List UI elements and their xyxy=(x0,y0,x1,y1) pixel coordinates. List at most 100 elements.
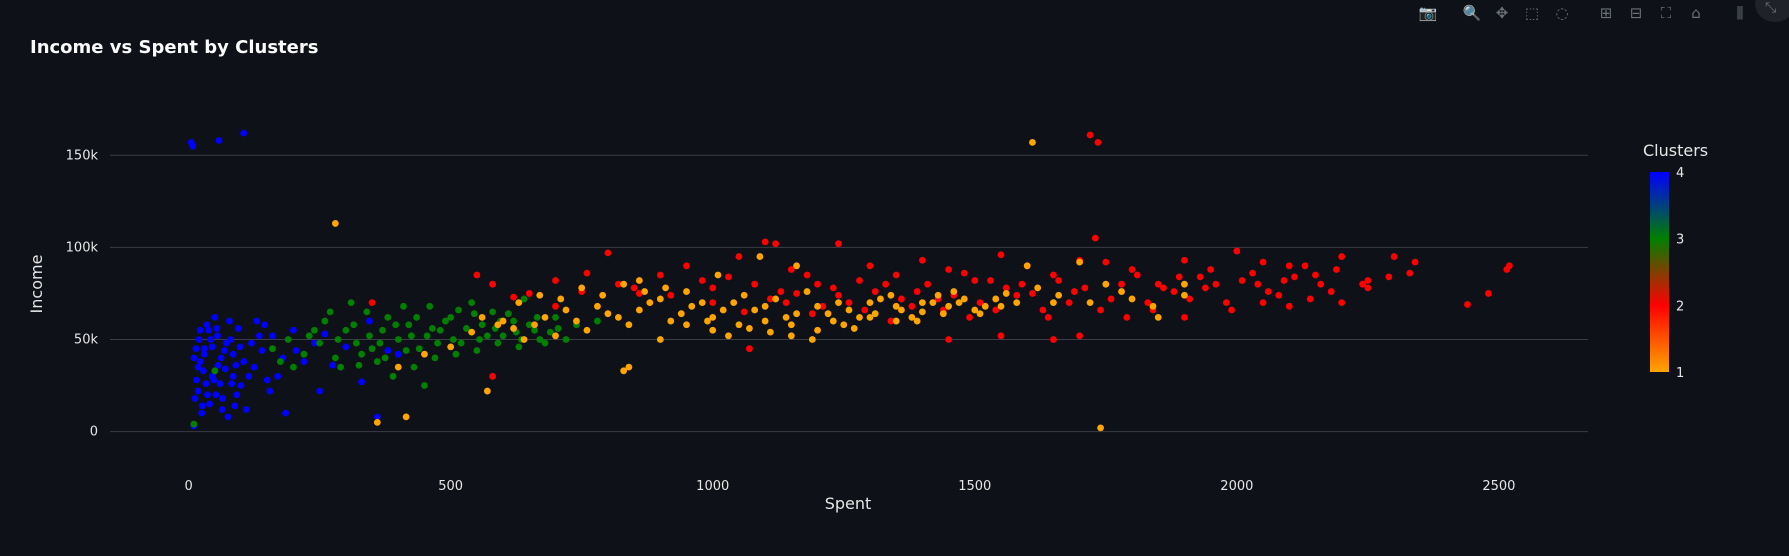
scatter-point[interactable] xyxy=(960,295,968,303)
scatter-point[interactable] xyxy=(194,363,202,371)
scatter-point[interactable] xyxy=(366,317,373,325)
scatter-point[interactable] xyxy=(366,332,373,340)
scatter-point[interactable] xyxy=(583,269,591,277)
scatter-point[interactable] xyxy=(599,291,607,299)
scatter-point[interactable] xyxy=(929,299,937,307)
scatter-point[interactable] xyxy=(1259,299,1267,307)
scatter-point[interactable] xyxy=(620,280,628,288)
scatter-point[interactable] xyxy=(206,400,213,408)
scatter-point[interactable] xyxy=(250,363,258,371)
scatter-point[interactable] xyxy=(1181,291,1188,299)
scatter-point[interactable] xyxy=(266,387,274,395)
scatter-point[interactable] xyxy=(1039,306,1047,314)
scatter-point[interactable] xyxy=(200,345,208,353)
scatter-point[interactable] xyxy=(1050,336,1057,343)
scatter-point[interactable] xyxy=(196,326,204,334)
scatter-point[interactable] xyxy=(204,391,211,399)
scatter-point[interactable] xyxy=(202,380,210,388)
scatter-point[interactable] xyxy=(334,336,342,343)
scatter-point[interactable] xyxy=(221,365,229,373)
scatter-point[interactable] xyxy=(394,336,402,343)
scatter-point[interactable] xyxy=(255,332,263,340)
scatter-point[interactable] xyxy=(261,321,269,329)
scatter-point[interactable] xyxy=(620,367,628,375)
scatter-point[interactable] xyxy=(1154,313,1162,321)
scatter-point[interactable] xyxy=(1123,313,1131,321)
scatter-point[interactable] xyxy=(191,395,199,402)
scatter-point[interactable] xyxy=(552,277,559,284)
scatter-point[interactable] xyxy=(1359,280,1367,288)
scatter-point[interactable] xyxy=(772,240,780,248)
scatter-point[interactable] xyxy=(1212,280,1220,288)
scatter-point[interactable] xyxy=(552,332,559,340)
scatter-point[interactable] xyxy=(373,413,381,421)
scatter-point[interactable] xyxy=(787,332,795,340)
scatter-point[interactable] xyxy=(667,317,675,325)
scatter-point[interactable] xyxy=(740,308,748,316)
scatter-point[interactable] xyxy=(746,345,753,353)
scatter-point[interactable] xyxy=(219,395,227,402)
fullscreen-icon[interactable]: ⤡ xyxy=(1755,0,1789,22)
scatter-point[interactable] xyxy=(945,336,952,343)
scatter-point[interactable] xyxy=(656,336,664,343)
scatter-point[interactable] xyxy=(987,277,994,284)
scatter-point[interactable] xyxy=(871,288,879,295)
scatter-point[interactable] xyxy=(1201,284,1209,292)
scatter-point[interactable] xyxy=(305,332,313,340)
scatter-point[interactable] xyxy=(819,302,827,310)
scatter-point[interactable] xyxy=(405,321,413,329)
scatter-point[interactable] xyxy=(871,310,879,318)
scatter-point[interactable] xyxy=(331,220,339,227)
scatter-point[interactable] xyxy=(976,299,984,307)
plotly-logo-icon[interactable]: ⫼ xyxy=(1736,4,1744,22)
pan-icon[interactable]: ✥ xyxy=(1495,4,1509,22)
scatter-point[interactable] xyxy=(793,290,800,297)
scatter-point[interactable] xyxy=(1149,302,1157,310)
scatter-point[interactable] xyxy=(1023,262,1031,270)
scatter-point[interactable] xyxy=(1338,253,1346,260)
scatter-point[interactable] xyxy=(866,299,874,307)
scatter-point[interactable] xyxy=(1133,271,1141,279)
scatter-point[interactable] xyxy=(394,350,402,358)
scatter-point[interactable] xyxy=(236,343,244,351)
scatter-point[interactable] xyxy=(1181,280,1188,288)
scatter-point[interactable] xyxy=(269,332,276,340)
scatter-point[interactable] xyxy=(918,299,926,307)
scatter-point[interactable] xyxy=(829,317,837,325)
scatter-point[interactable] xyxy=(1029,138,1036,146)
scatter-point[interactable] xyxy=(971,277,979,284)
scatter-point[interactable] xyxy=(1144,299,1152,307)
scatter-point[interactable] xyxy=(337,363,345,371)
scatter-point[interactable] xyxy=(515,343,523,351)
scatter-point[interactable] xyxy=(971,306,979,314)
scatter-point[interactable] xyxy=(321,330,329,338)
scatter-point[interactable] xyxy=(1097,424,1104,432)
scatter-point[interactable] xyxy=(1128,295,1136,303)
scatter-point[interactable] xyxy=(924,280,932,288)
scatter-point[interactable] xyxy=(531,321,538,329)
scatter-point[interactable] xyxy=(594,317,601,325)
scatter-point[interactable] xyxy=(233,391,241,399)
scatter-point[interactable] xyxy=(934,291,942,299)
scatter-point[interactable] xyxy=(646,299,654,307)
zoom-icon[interactable]: 🔍 xyxy=(1462,4,1482,22)
scatter-point[interactable] xyxy=(1503,266,1511,273)
scatter-point[interactable] xyxy=(228,380,235,388)
scatter-point[interactable] xyxy=(235,325,242,332)
scatter-point[interactable] xyxy=(578,284,586,292)
scatter-point[interactable] xyxy=(1160,284,1167,292)
scatter-point[interactable] xyxy=(449,336,457,343)
scatter-point[interactable] xyxy=(428,325,436,332)
scatter-point[interactable] xyxy=(515,299,523,307)
scatter-point[interactable] xyxy=(1107,295,1115,303)
scatter-point[interactable] xyxy=(442,317,449,325)
scatter-point[interactable] xyxy=(554,325,562,332)
scatter-point[interactable] xyxy=(662,284,669,292)
scatter-point[interactable] xyxy=(824,310,832,318)
scatter-point[interactable] xyxy=(939,310,947,318)
scatter-point[interactable] xyxy=(483,332,491,340)
scatter-point[interactable] xyxy=(1196,273,1204,281)
scatter-point[interactable] xyxy=(557,295,565,303)
scatter-point[interactable] xyxy=(205,326,212,334)
